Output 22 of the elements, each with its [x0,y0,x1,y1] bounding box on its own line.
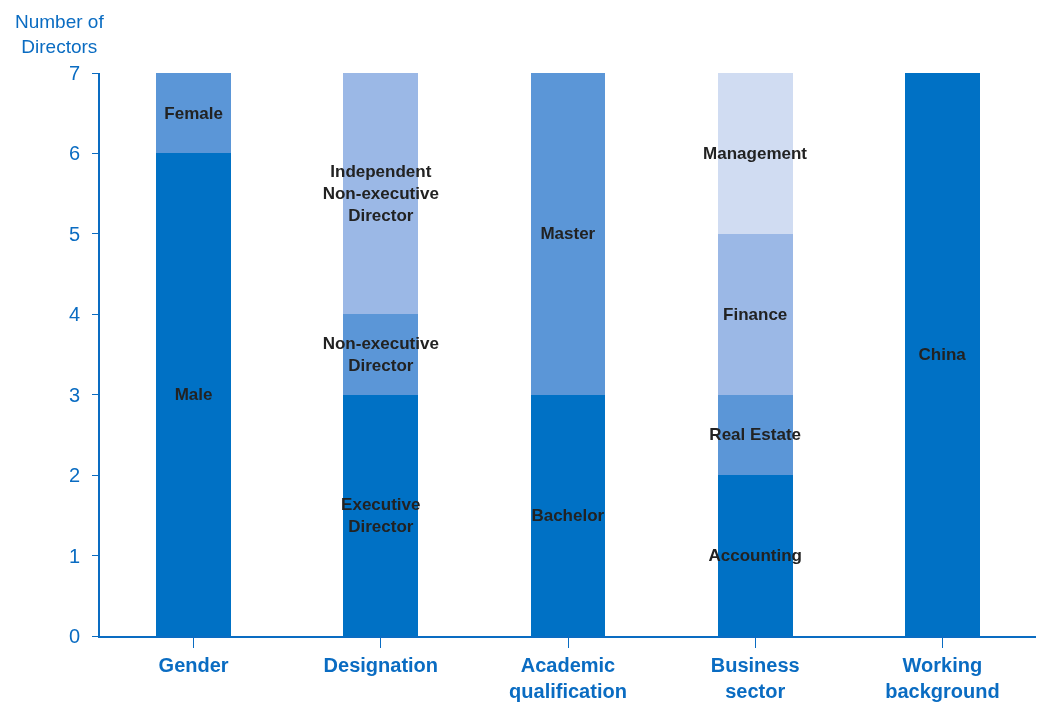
y-tick-label: 0 [68,625,80,647]
y-tick-label: 6 [68,142,80,165]
series-label: Finance [723,304,788,324]
y-axis-title: Number of Directors [15,11,105,57]
series-label: Independent Non-executive Director [322,162,439,226]
series-label: Male [174,385,213,405]
x-tick-label: Working background [885,654,1000,702]
x-tick-label: Designation [323,654,439,676]
y-tick-label: 1 [68,544,80,567]
series-label: Bachelor [531,505,605,525]
y-tick-label: 7 [68,62,80,84]
series-label: Master [540,224,596,244]
series-label: Female [164,103,223,123]
series-label: Management [703,143,808,163]
y-tick-label: 2 [68,464,80,487]
x-tick-label: Academic qualification [509,654,627,702]
y-tick-label: 5 [68,222,80,245]
series-label: China [918,345,967,364]
x-tick-label: Gender [158,654,229,676]
y-tick-label: 4 [68,303,80,326]
y-tick-label: 3 [68,383,80,406]
x-tick-label: Business sector [710,654,800,702]
